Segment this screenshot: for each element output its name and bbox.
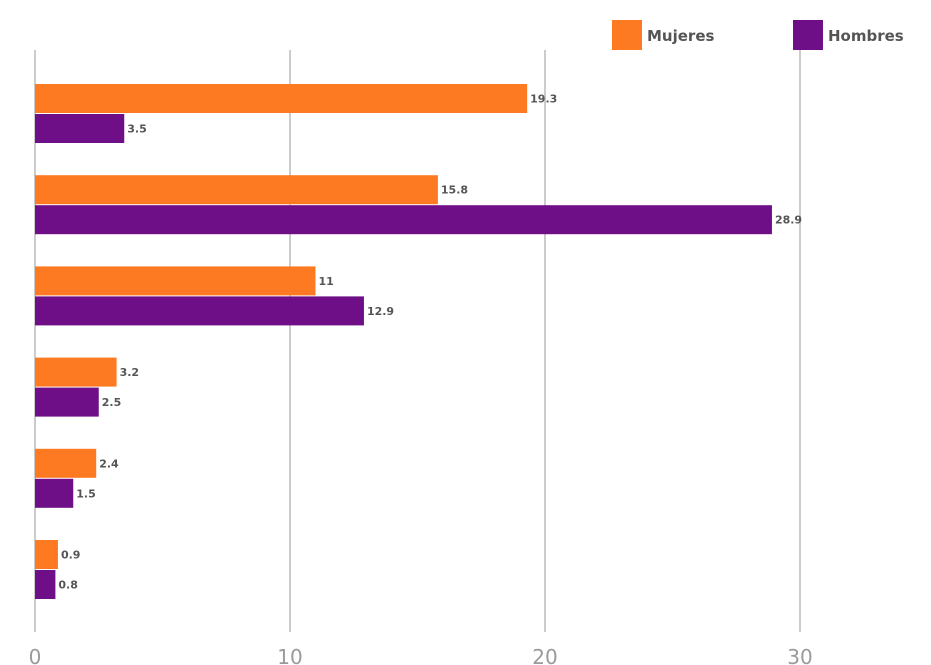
bar-hombres-0: [35, 114, 125, 143]
data-label-mujeres-4: 2.4: [99, 457, 119, 470]
bar-mujeres-5: [35, 540, 58, 569]
legend-label-mujeres: Mujeres: [647, 27, 714, 45]
bar-mujeres-4: [35, 448, 97, 478]
bar-mujeres-0: [35, 84, 528, 113]
data-label-mujeres-5: 0.9: [61, 549, 80, 562]
data-label-hombres-1: 28.9: [775, 214, 802, 227]
data-label-mujeres-2: 11: [319, 275, 334, 288]
bars: [35, 84, 772, 599]
bar-hombres-3: [35, 387, 99, 417]
bar-mujeres-1: [35, 175, 438, 205]
bar-hombres-4: [35, 478, 74, 508]
data-label-hombres-3: 2.5: [102, 396, 122, 409]
data-label-mujeres-3: 3.2: [120, 366, 140, 379]
bar-hombres-1: [35, 205, 772, 235]
legend-swatch-mujeres: [612, 20, 642, 50]
legend-label-hombres: Hombres: [828, 27, 904, 45]
data-label-hombres-2: 12.9: [367, 305, 394, 318]
x-tick-label: 20: [532, 645, 557, 665]
x-tick-label: 10: [277, 645, 302, 665]
bar-hombres-2: [35, 296, 364, 326]
gridlines: [34, 50, 801, 632]
x-tick-label: 0: [29, 645, 42, 665]
bar-mujeres-3: [35, 357, 117, 387]
data-label-hombres-0: 3.5: [127, 123, 147, 136]
data-label-mujeres-1: 15.8: [441, 184, 468, 197]
bar-hombres-5: [35, 570, 56, 599]
data-label-mujeres-0: 19.3: [530, 93, 557, 106]
data-label-hombres-4: 1.5: [76, 487, 96, 500]
legend-swatch-hombres: [793, 20, 823, 50]
x-axis-ticks: 0 10 20 30: [29, 645, 813, 665]
bar-mujeres-2: [35, 266, 316, 296]
legend: Mujeres Hombres: [612, 20, 904, 50]
data-labels: 19.3 3.5 15.8 28.9 11 12.9 3.2 2.5 2.4 1.5 0.9 0.8: [58, 93, 802, 592]
data-label-hombres-5: 0.8: [58, 579, 78, 592]
x-tick-label: 30: [787, 645, 812, 665]
